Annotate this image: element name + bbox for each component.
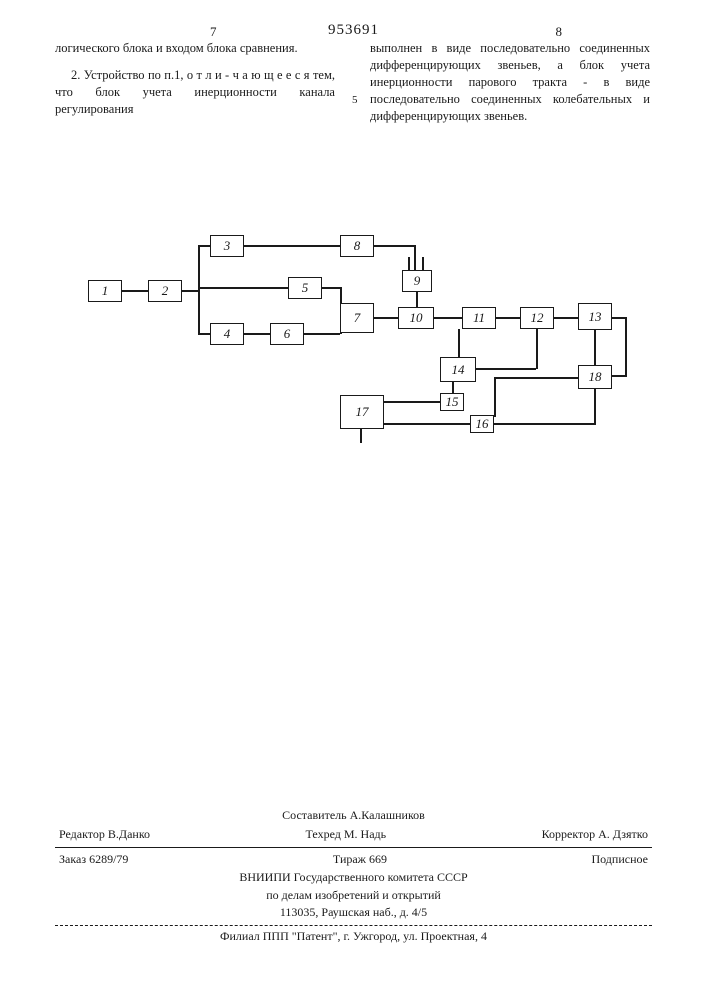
org-line-1: ВНИИПИ Государственного комитета СССР xyxy=(55,869,652,886)
subscription-label: Подписное xyxy=(591,851,648,868)
imprint-footer: Составитель А.Калашников Редактор В.Данк… xyxy=(55,807,652,945)
branch-line: Филиал ППП "Патент", г. Ужгород, ул. Про… xyxy=(55,928,652,945)
org-line-2: по делам изобретений и открытий xyxy=(55,887,652,904)
col-left-para-1: логического блока и входом блока сравнен… xyxy=(55,40,335,57)
document-id: 953691 xyxy=(328,22,379,39)
block-14: 14 xyxy=(440,357,476,382)
block-8: 8 xyxy=(340,235,374,257)
right-column: 5 выполнен в виде последовательно соедин… xyxy=(370,40,650,124)
line-marker-5: 5 xyxy=(352,93,358,108)
block-10: 10 xyxy=(398,307,434,329)
block-diagram: 1 2 3 4 5 6 7 8 9 10 11 12 13 14 15 16 1… xyxy=(70,215,630,465)
editor-name: В.Данко xyxy=(108,827,150,841)
block-4: 4 xyxy=(210,323,244,345)
block-1: 1 xyxy=(88,280,122,302)
block-11: 11 xyxy=(462,307,496,329)
tirazh-label: Тираж xyxy=(333,852,366,866)
compiler-label: Составитель xyxy=(282,808,346,822)
block-15: 15 xyxy=(440,393,464,411)
block-6: 6 xyxy=(270,323,304,345)
order-label: Заказ xyxy=(59,852,86,866)
page-number-left: 7 xyxy=(210,24,217,40)
block-9: 9 xyxy=(402,270,432,292)
block-17: 17 xyxy=(340,395,384,429)
block-18: 18 xyxy=(578,365,612,389)
col-right-para-1: выполнен в виде последовательно соединен… xyxy=(370,40,650,124)
block-16: 16 xyxy=(470,415,494,433)
techred-label: Техред xyxy=(306,827,341,841)
tirazh-num: 669 xyxy=(369,852,387,866)
compiler-name: А.Калашников xyxy=(350,808,425,822)
corrector-name: А. Дзятко xyxy=(598,827,648,841)
page-number-right: 8 xyxy=(556,24,563,40)
techred-name: М. Надь xyxy=(344,827,386,841)
col-left-para-2: 2. Устройство по п.1, о т л и - ч а ю щ … xyxy=(55,67,335,118)
editor-label: Редактор xyxy=(59,827,105,841)
address-1: 113035, Раушская наб., д. 4/5 xyxy=(55,904,652,921)
left-column: логического блока и входом блока сравнен… xyxy=(55,40,335,118)
block-3: 3 xyxy=(210,235,244,257)
order-num: 6289/79 xyxy=(89,852,128,866)
block-2: 2 xyxy=(148,280,182,302)
block-7: 7 xyxy=(340,303,374,333)
corrector-label: Корректор xyxy=(542,827,596,841)
block-13: 13 xyxy=(578,303,612,330)
patent-page: 7 953691 8 логического блока и входом бл… xyxy=(0,0,707,1000)
block-12: 12 xyxy=(520,307,554,329)
block-5: 5 xyxy=(288,277,322,299)
